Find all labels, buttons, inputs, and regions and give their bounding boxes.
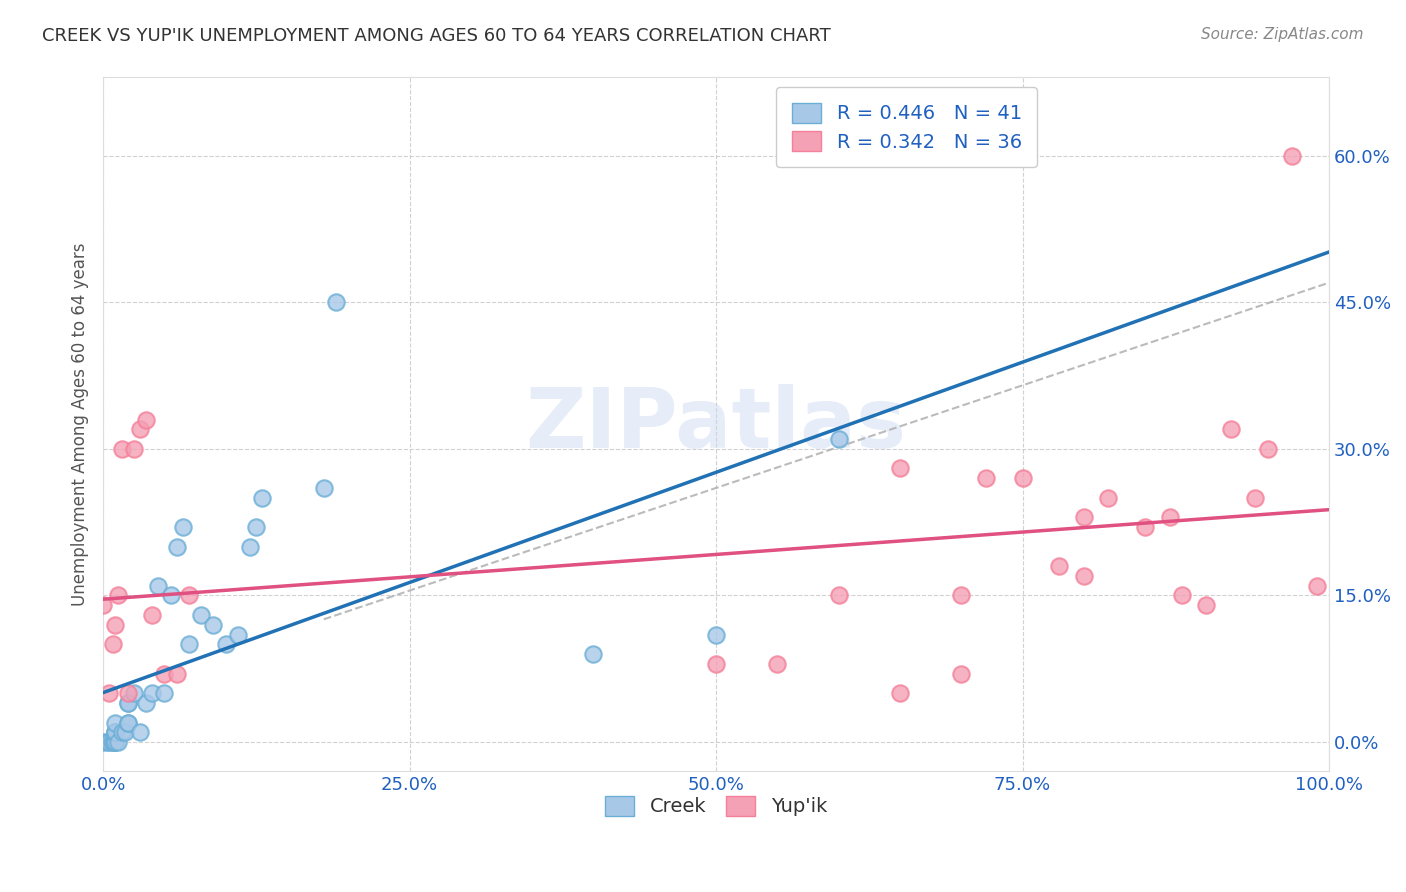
Point [104, 715, 127, 730]
Point [101, 735, 124, 749]
Point [1219, 422, 1241, 436]
Point [117, 696, 139, 710]
Point [91, 599, 114, 613]
Point [1195, 599, 1218, 613]
Point [104, 617, 127, 632]
Text: CREEK VS YUP'IK UNEMPLOYMENT AMONG AGES 60 TO 64 YEARS CORRELATION CHART: CREEK VS YUP'IK UNEMPLOYMENT AMONG AGES … [42, 27, 831, 45]
Point [950, 666, 973, 681]
Point [96, 735, 118, 749]
Point [704, 657, 727, 671]
Point [117, 715, 139, 730]
Y-axis label: Unemployment Among Ages 60 to 64 years: Unemployment Among Ages 60 to 64 years [72, 243, 89, 607]
Point [141, 686, 163, 700]
Point [1306, 579, 1329, 593]
Point [1047, 559, 1070, 574]
Point [1171, 589, 1194, 603]
Point [889, 686, 911, 700]
Point [104, 725, 127, 739]
Point [91, 735, 114, 749]
Point [141, 607, 163, 622]
Point [766, 657, 789, 671]
Point [129, 422, 152, 436]
Point [166, 540, 188, 554]
Point [104, 725, 127, 739]
Point [110, 725, 132, 739]
Point [245, 520, 267, 534]
Point [1133, 520, 1156, 534]
Point [122, 442, 145, 456]
Point [177, 589, 200, 603]
Point [100, 735, 122, 749]
Point [153, 666, 176, 681]
Point [172, 520, 194, 534]
Point [1097, 491, 1119, 505]
Point [110, 442, 132, 456]
Point [129, 725, 152, 739]
Point [312, 481, 335, 495]
Point [122, 686, 145, 700]
Point [1257, 442, 1279, 456]
Point [117, 696, 139, 710]
Point [98, 735, 121, 749]
Point [215, 637, 238, 651]
Point [827, 432, 849, 446]
Point [135, 412, 157, 426]
Point [226, 627, 249, 641]
Point [177, 637, 200, 651]
Point [190, 607, 212, 622]
Point [135, 696, 157, 710]
Point [107, 589, 129, 603]
Point [1073, 510, 1095, 524]
Point [114, 725, 136, 739]
Point [107, 735, 129, 749]
Point [1159, 510, 1181, 524]
Point [325, 295, 347, 310]
Point [827, 589, 849, 603]
Point [239, 540, 262, 554]
Point [202, 617, 225, 632]
Point [159, 589, 181, 603]
Point [1244, 491, 1267, 505]
Point [101, 637, 124, 651]
Point [104, 735, 127, 749]
Point [1073, 569, 1095, 583]
Point [98, 686, 121, 700]
Point [117, 715, 139, 730]
Point [889, 461, 911, 475]
Text: Source: ZipAtlas.com: Source: ZipAtlas.com [1201, 27, 1364, 42]
Point [950, 589, 973, 603]
Point [117, 686, 139, 700]
Point [252, 491, 274, 505]
Point [153, 686, 176, 700]
Point [166, 666, 188, 681]
Text: ZIPatlas: ZIPatlas [526, 384, 907, 465]
Point [104, 735, 127, 749]
Point [704, 627, 727, 641]
Point [104, 735, 127, 749]
Point [582, 647, 605, 661]
Point [974, 471, 997, 485]
Point [148, 579, 170, 593]
Legend: Creek, Yup'ik: Creek, Yup'ik [598, 788, 835, 824]
Point [1281, 148, 1303, 162]
Point [1011, 471, 1033, 485]
Point [104, 725, 127, 739]
